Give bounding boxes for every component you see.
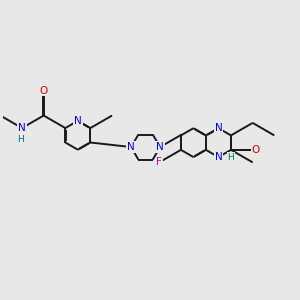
Text: N: N	[214, 123, 222, 133]
Text: F: F	[156, 158, 162, 167]
Text: H: H	[227, 153, 234, 162]
Text: O: O	[252, 145, 260, 155]
Text: N: N	[214, 152, 222, 162]
Text: N: N	[18, 123, 26, 133]
Text: O: O	[40, 85, 48, 95]
Text: N: N	[74, 116, 82, 126]
Text: H: H	[17, 135, 24, 144]
Text: N: N	[127, 142, 135, 152]
Text: N: N	[156, 142, 164, 152]
